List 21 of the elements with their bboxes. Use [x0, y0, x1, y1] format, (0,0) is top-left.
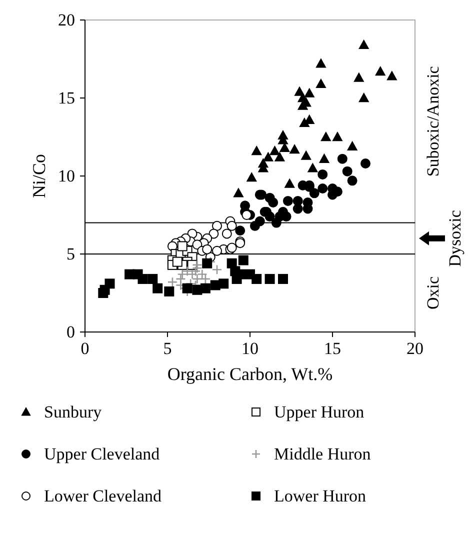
legend-label: Upper Huron	[274, 402, 365, 422]
x-tick-label: 5	[163, 339, 172, 358]
text: Dysoxic	[446, 210, 464, 267]
y-tick-label: 10	[58, 166, 75, 186]
x-tick-label: 20	[406, 339, 424, 358]
text: Oxic	[424, 276, 442, 310]
y-tick-label: 0	[66, 322, 75, 342]
x-axis-title: Organic Carbon, Wt.%	[167, 364, 333, 384]
x-tick-label: 15	[324, 339, 341, 358]
legend-label: Lower Huron	[274, 486, 367, 506]
y-axis-title: Ni/Co	[29, 154, 49, 198]
legend-label: Middle Huron	[274, 444, 372, 464]
legend-label: Lower Cleveland	[44, 486, 162, 506]
legend-label: Upper Cleveland	[44, 444, 160, 464]
legend-label: Sunbury	[44, 402, 102, 422]
y-tick-label: 15	[58, 88, 75, 108]
y-tick-label: 20	[58, 10, 75, 30]
x-tick-label: 0	[80, 339, 90, 358]
x-tick-label: 10	[242, 339, 258, 358]
text: Suboxic/Anoxic	[424, 66, 442, 177]
y-tick-label: 5	[66, 244, 75, 264]
